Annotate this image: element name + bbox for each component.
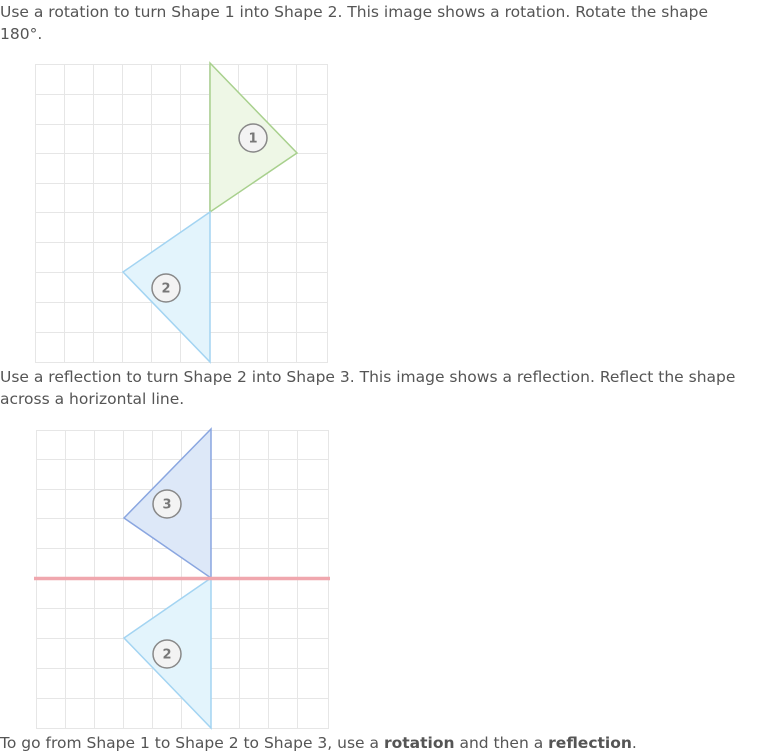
rotation-instruction: Use a rotation to turn Shape 1 into Shap… [0, 3, 709, 43]
shape-3-label: 3 [152, 489, 182, 519]
svg-text:2: 2 [162, 648, 171, 663]
shape-1-label: 1 [238, 123, 268, 153]
summary-middle: and then a [454, 734, 549, 752]
shape-2-copy-label: 2 [152, 639, 182, 669]
svg-text:2: 2 [161, 282, 170, 297]
summary-prefix: To go from Shape 1 to Shape 2 to Shape 3… [0, 734, 384, 752]
summary-suffix: . [631, 734, 637, 752]
reflection-instruction: Use a reflection to turn Shape 2 into Sh… [0, 368, 736, 408]
svg-text:3: 3 [162, 498, 171, 513]
svg-text:1: 1 [248, 132, 257, 147]
reflection-term: reflection [548, 734, 632, 752]
summary-text: To go from Shape 1 to Shape 2 to Shape 3… [0, 732, 750, 754]
shape-2-label: 2 [151, 273, 181, 303]
rotation-term: rotation [383, 734, 455, 752]
